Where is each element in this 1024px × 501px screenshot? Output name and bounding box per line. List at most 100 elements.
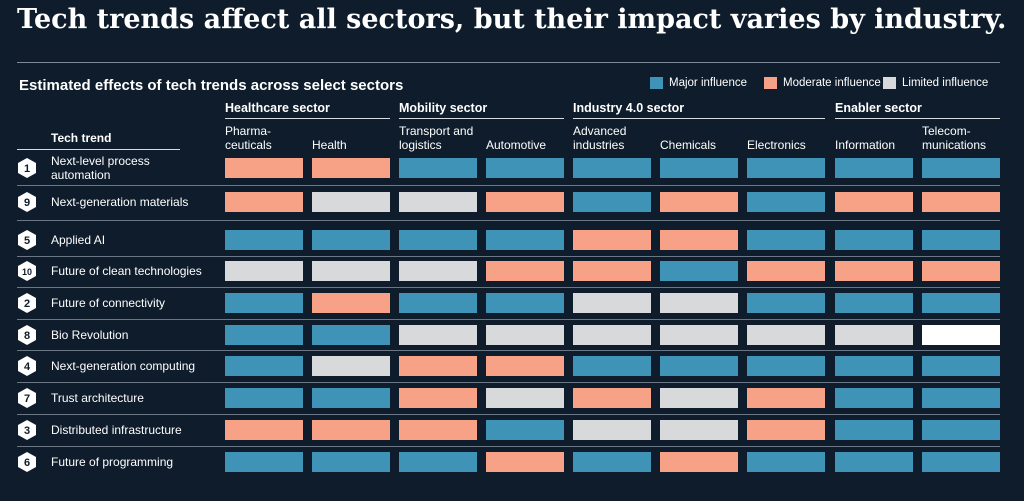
rank-badge: 4	[16, 355, 38, 377]
heatmap-cell	[835, 325, 913, 345]
heatmap-cell	[399, 420, 477, 440]
column-header-electronics: Electronics	[747, 138, 806, 152]
heatmap-cell	[399, 452, 477, 472]
heatmap-cell	[835, 388, 913, 408]
legend-moderate-label: Moderate influence	[783, 77, 881, 89]
rank-badge: 8	[16, 324, 38, 346]
rank-number: 2	[24, 298, 30, 310]
row-divider	[17, 287, 1000, 288]
heatmap-cell	[922, 158, 1000, 178]
heatmap-cell	[747, 420, 825, 440]
sector-rule-mobility	[399, 118, 564, 119]
heatmap-cell	[225, 293, 303, 313]
heatmap-cell	[660, 230, 738, 250]
sector-title-healthcare: Healthcare sector	[225, 101, 330, 115]
heatmap-cell	[312, 293, 390, 313]
sector-title-enabler: Enabler sector	[835, 101, 922, 115]
heatmap-cell	[486, 325, 564, 345]
sector-title-mobility: Mobility sector	[399, 101, 488, 115]
rank-badge: 7	[16, 387, 38, 409]
heatmap-cell	[573, 325, 651, 345]
heatmap-cell	[922, 356, 1000, 376]
heatmap-cell	[747, 452, 825, 472]
heatmap-cell	[835, 261, 913, 281]
heatmap-cell	[573, 356, 651, 376]
heatmap-cell	[399, 356, 477, 376]
row-divider	[17, 382, 1000, 383]
heatmap-cell	[573, 192, 651, 212]
trend-label: Trust architecture	[51, 391, 144, 405]
heatmap-cell	[225, 230, 303, 250]
heatmap-cell	[486, 192, 564, 212]
sector-rule-healthcare	[225, 118, 390, 119]
heatmap-cell	[312, 158, 390, 178]
row-divider	[17, 350, 1000, 351]
heatmap-cell	[486, 388, 564, 408]
heatmap-cell	[660, 261, 738, 281]
column-header-advanced-industries: Advanced industries	[573, 124, 627, 152]
trend-label: Future of clean technologies	[51, 264, 202, 278]
heatmap-cell	[225, 192, 303, 212]
heatmap-cell	[660, 420, 738, 440]
heatmap-cell	[312, 230, 390, 250]
trend-label: Future of programming	[51, 455, 174, 469]
heatmap-cell	[747, 261, 825, 281]
heatmap-cell	[225, 452, 303, 472]
heatmap-cell	[399, 192, 477, 212]
heatmap-cell	[399, 293, 477, 313]
heatmap-cell	[573, 452, 651, 472]
heatmap-cell	[660, 452, 738, 472]
heatmap-cell	[922, 388, 1000, 408]
heatmap-cell	[835, 293, 913, 313]
heatmap-cell	[399, 388, 477, 408]
heatmap-cell	[835, 158, 913, 178]
column-header-transport: Transport and logistics	[399, 124, 474, 152]
heatmap-cell	[747, 158, 825, 178]
heatmap-cell	[225, 158, 303, 178]
heatmap-cell	[486, 293, 564, 313]
heatmap-cell	[573, 293, 651, 313]
rank-number: 3	[24, 425, 30, 437]
legend-major: Major influence	[650, 77, 747, 89]
heatmap-cell	[922, 192, 1000, 212]
tech-trend-header: Tech trend	[51, 131, 112, 145]
trend-label: Next-level process automation	[51, 154, 150, 182]
trend-label: Distributed infrastructure	[51, 423, 182, 437]
rank-number: 7	[24, 393, 30, 405]
rank-number: 8	[24, 330, 30, 342]
heatmap-cell	[486, 356, 564, 376]
sector-title-industry: Industry 4.0 sector	[573, 101, 685, 115]
rank-badge: 5	[16, 229, 38, 251]
rank-badge: 3	[16, 419, 38, 441]
heatmap-cell	[660, 356, 738, 376]
column-header-telecommunications: Telecom- munications	[922, 124, 987, 152]
column-header-chemicals: Chemicals	[660, 138, 717, 152]
column-header-information: Information	[835, 138, 896, 152]
page-headline: Tech trends affect all sectors, but thei…	[17, 4, 1007, 35]
headline-divider	[17, 62, 1000, 63]
heatmap-cell	[225, 261, 303, 281]
rank-badge: 6	[16, 451, 38, 473]
trend-label: Next-generation materials	[51, 195, 189, 209]
rank-number: 10	[22, 267, 32, 277]
heatmap-cell	[660, 293, 738, 313]
heatmap-cell	[573, 230, 651, 250]
row-divider	[17, 446, 1000, 447]
heatmap-cell	[486, 261, 564, 281]
heatmap-cell	[486, 420, 564, 440]
rank-number: 6	[24, 457, 30, 469]
heatmap-cell	[660, 388, 738, 408]
heatmap-cell	[399, 261, 477, 281]
heatmap-cell	[747, 293, 825, 313]
heatmap-cell	[747, 356, 825, 376]
heatmap-cell	[312, 192, 390, 212]
sector-rule-enabler	[835, 118, 1000, 119]
legend-limited: Limited influence	[883, 77, 988, 89]
heatmap-cell	[225, 356, 303, 376]
heatmap-cell	[225, 325, 303, 345]
heatmap-cell	[922, 261, 1000, 281]
heatmap-cell	[747, 192, 825, 212]
heatmap-cell	[312, 388, 390, 408]
heatmap-cell	[486, 230, 564, 250]
rank-number: 9	[24, 197, 30, 209]
